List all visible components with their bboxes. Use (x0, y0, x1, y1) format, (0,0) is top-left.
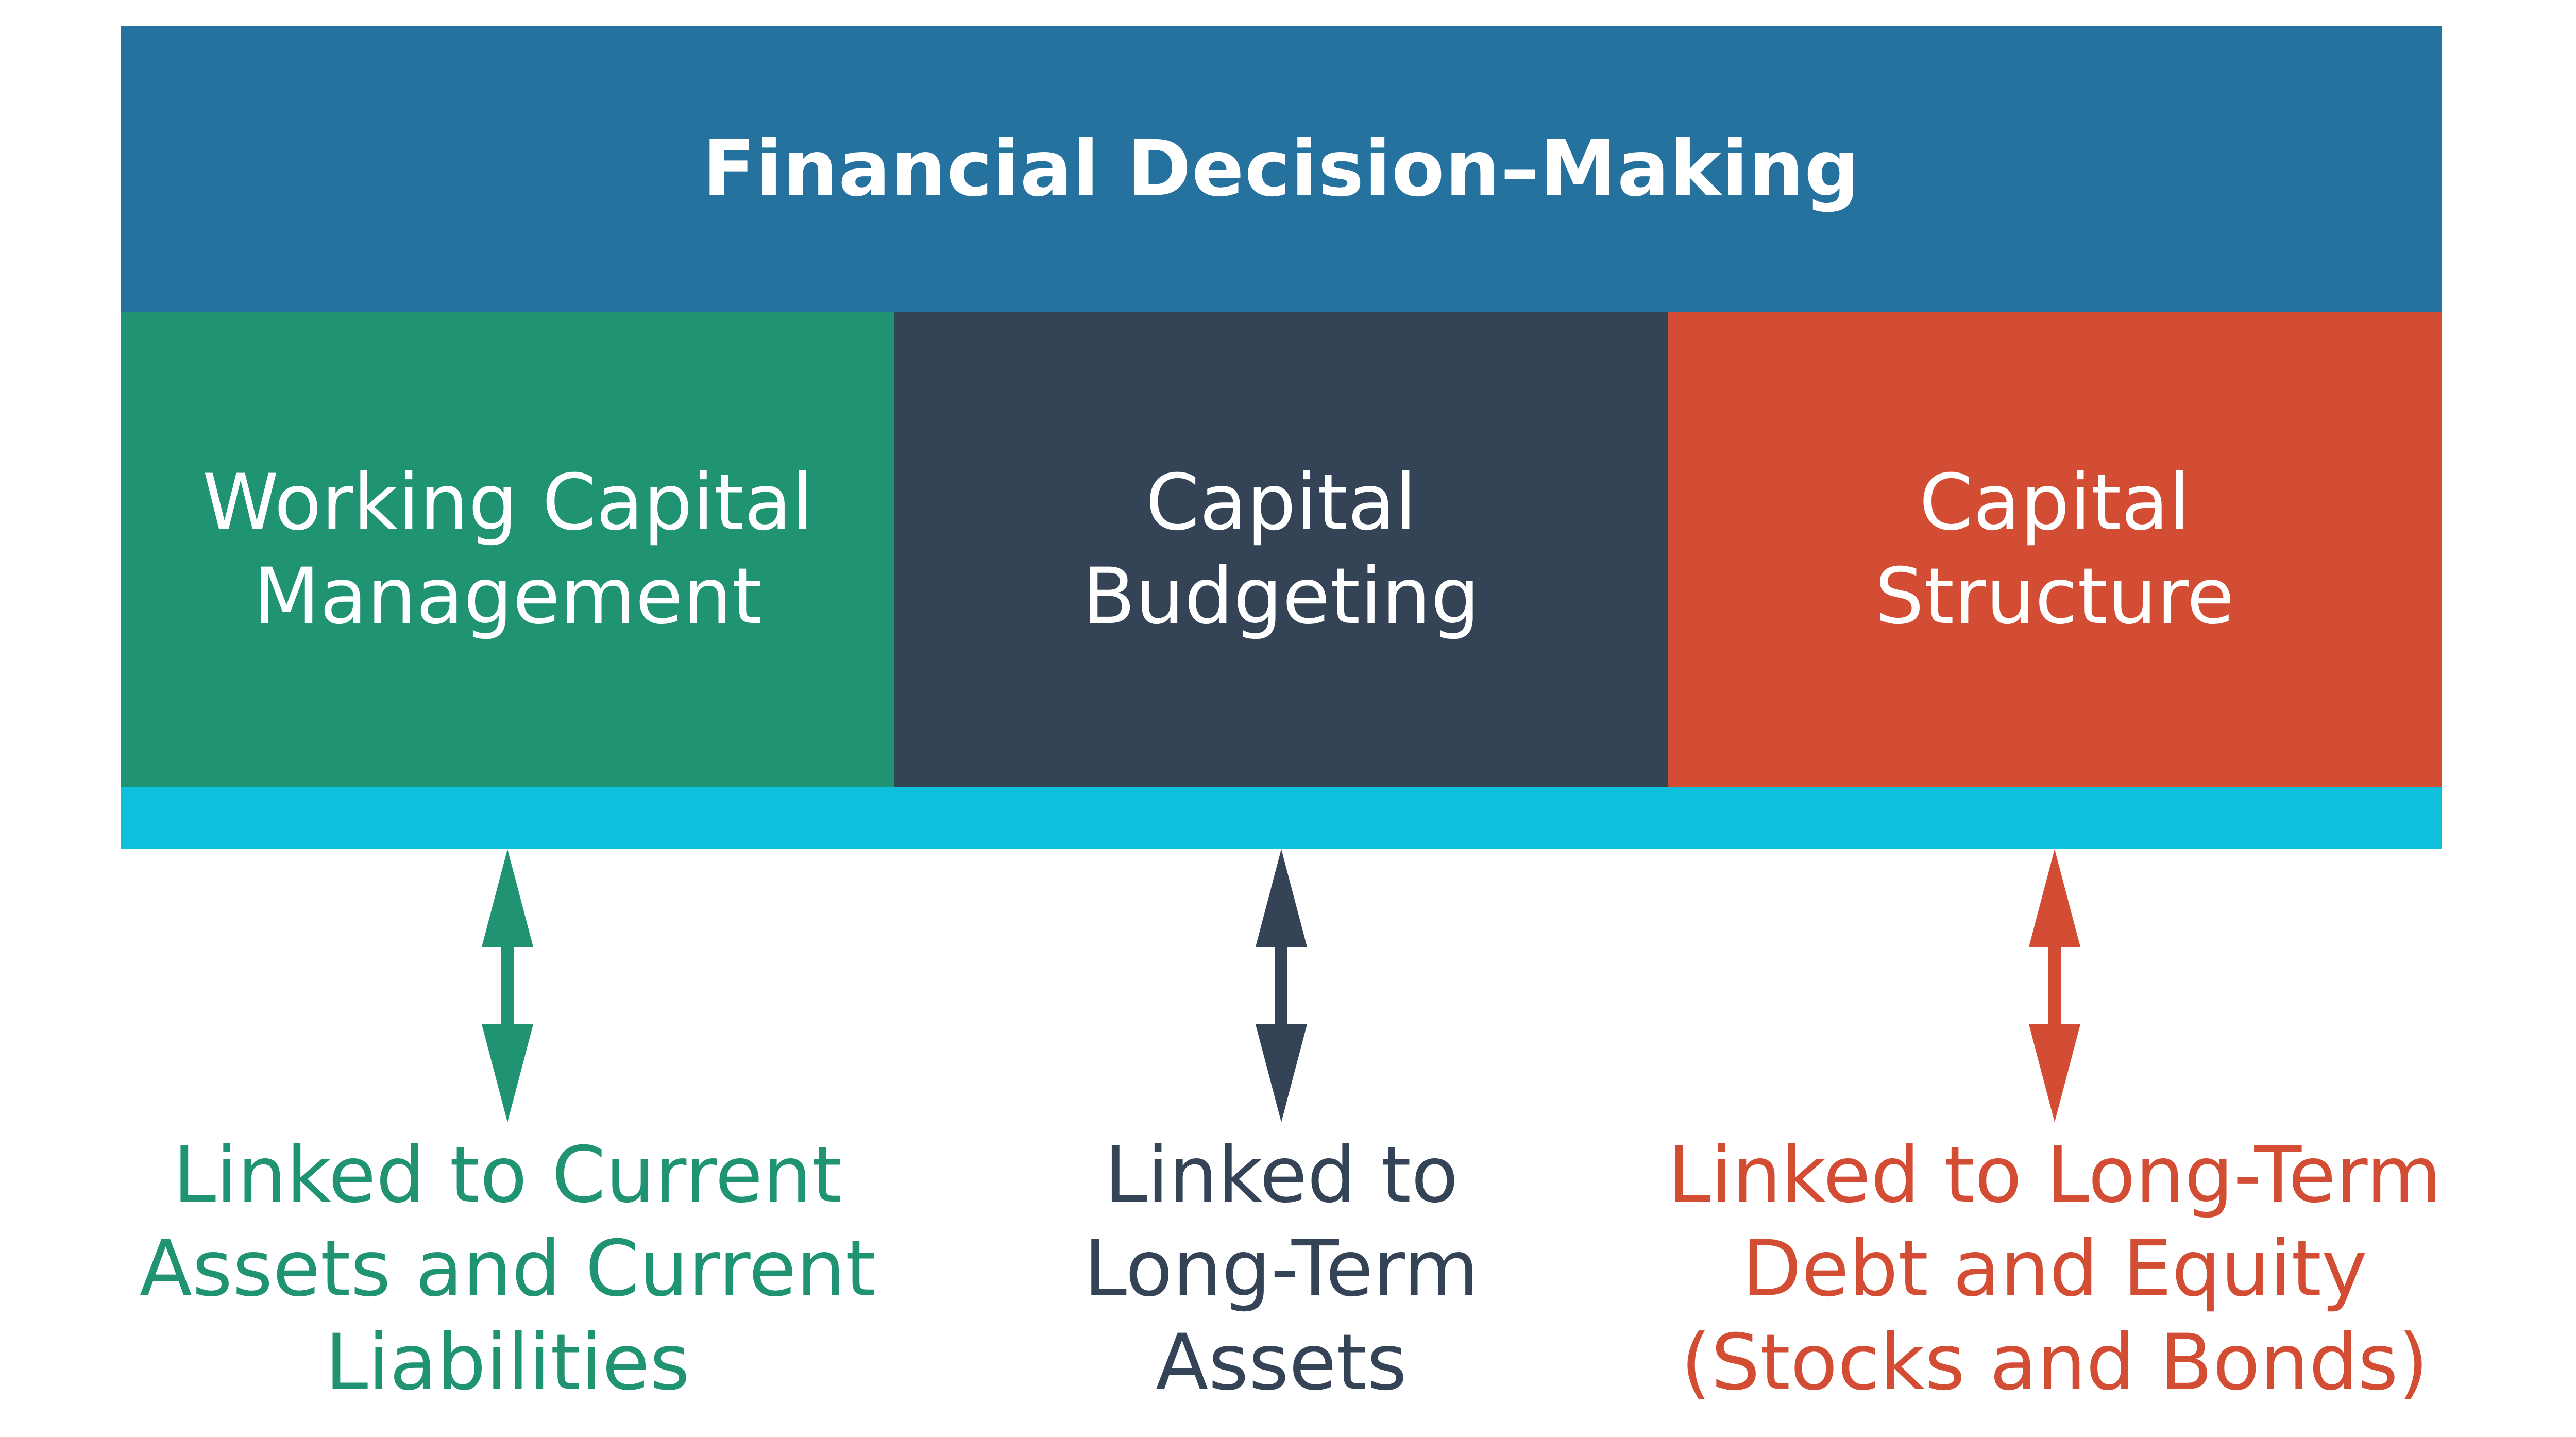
working-capital-double-arrow-icon (482, 849, 533, 1122)
capital-structure-box: Capital Structure (1668, 312, 2442, 787)
working-capital-label: Working Capital Management (202, 458, 814, 641)
working-capital-link-text: Linked to Current Assets and Current Lia… (139, 1130, 876, 1408)
capital-budgeting-label: Capital Budgeting (1082, 458, 1480, 641)
capital-budgeting-link-text: Linked to Long-Term Assets (1083, 1130, 1479, 1408)
divider-bar (121, 787, 2442, 849)
working-capital-box: Working Capital Management (121, 312, 894, 787)
capital-structure-double-arrow-icon (2029, 849, 2080, 1122)
capital-structure-label: Capital Structure (1875, 458, 2234, 641)
capital-budgeting-double-arrow-icon (1256, 849, 1307, 1122)
capital-budgeting-box: Capital Budgeting (894, 312, 1668, 787)
capital-structure-link-text: Linked to Long-Term Debt and Equity (Sto… (1667, 1130, 2442, 1408)
diagram-title: Financial Decision–Making (702, 124, 1860, 214)
diagram-header: Financial Decision–Making (121, 26, 2442, 312)
